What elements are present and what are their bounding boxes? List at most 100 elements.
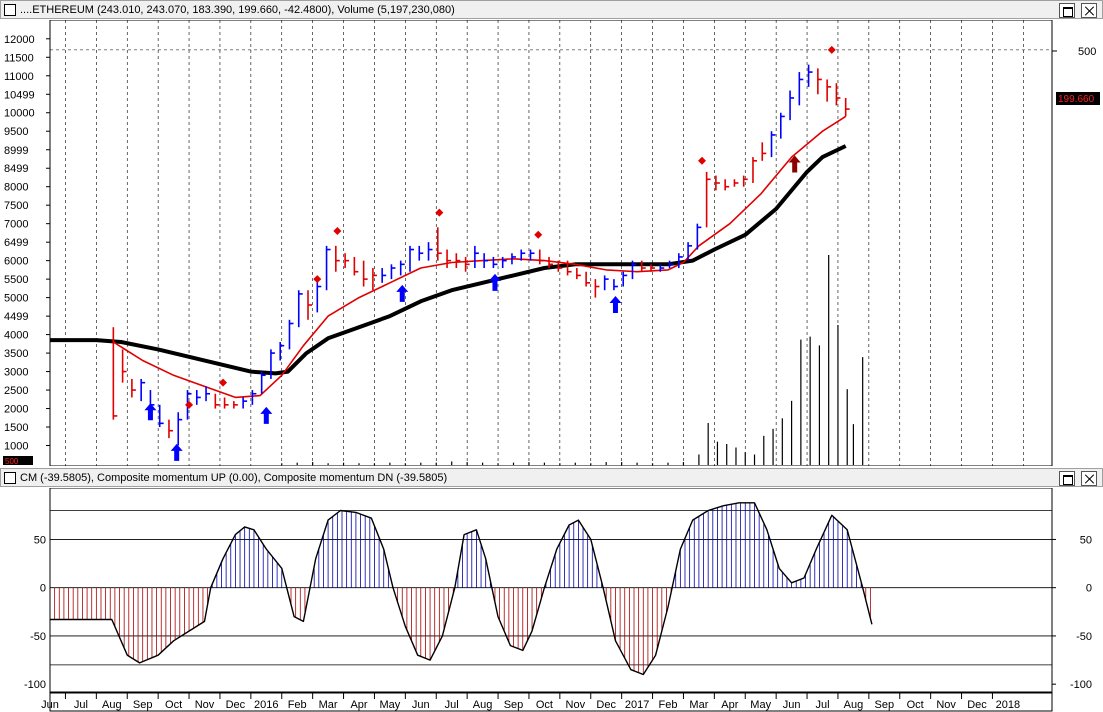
ohlc-bar — [548, 256, 554, 269]
time-axis-strip — [49, 692, 1053, 712]
buy-arrow-marker — [396, 284, 409, 302]
time-axis: Jun Jul Aug Sep Oct Nov Dec 2016 Feb Mar Apr May Jun… — [41, 692, 1053, 712]
ohlc-bar — [242, 397, 248, 409]
ohlc-bar — [260, 371, 266, 394]
price-tick-label: 5000 — [4, 293, 28, 305]
ohlc-bar — [492, 256, 498, 269]
time-tick-label: Jun — [41, 699, 59, 711]
time-tick-label: Mar — [689, 699, 708, 711]
time-tick-label: Jul — [74, 699, 88, 711]
price-tick-label: 1500 — [4, 422, 28, 434]
ohlc-bar — [399, 260, 405, 276]
ohlc-bar — [585, 271, 591, 287]
ohlc-bar — [121, 349, 127, 383]
sell-diamond-marker — [313, 275, 322, 284]
ohlc-bar — [770, 131, 776, 158]
corner-badge — [3, 456, 33, 465]
ohlc-bar — [529, 249, 535, 261]
ohlc-bar — [223, 397, 229, 409]
time-tick-label: Nov — [936, 699, 956, 711]
ohlc-bar — [390, 264, 396, 280]
price-tick-label: 7000 — [4, 219, 28, 231]
momentum-close-button[interactable] — [1081, 471, 1097, 486]
buy-arrow-marker — [788, 155, 801, 173]
signal-markers — [144, 45, 836, 461]
ohlc-bar — [603, 275, 609, 291]
momentum-right-tick: -100 — [1070, 679, 1092, 691]
ohlc-bar — [344, 253, 350, 269]
ohlc-bar — [576, 268, 581, 280]
buy-arrow-marker — [609, 296, 622, 314]
price-pane-title: ....ETHEREUM (243.010, 243.070, 183.390,… — [20, 3, 455, 16]
slow-moving-average — [50, 144, 847, 376]
corner-badge-label: 500 — [5, 457, 19, 466]
price-tick-label: 2500 — [4, 385, 28, 397]
buy-arrow-marker — [144, 403, 157, 421]
volume-axis: 500 199.660 — [1056, 46, 1100, 105]
fast-moving-average — [112, 115, 847, 399]
sell-diamond-marker — [827, 45, 836, 54]
time-tick-label: Sep — [504, 699, 524, 711]
price-tick-label: 9500 — [4, 126, 28, 138]
momentum-pane-header: CM (-39.5805), Composite momentum UP (0.… — [0, 468, 1103, 487]
price-tick-label: 4499 — [4, 311, 28, 323]
ohlc-bar — [779, 112, 785, 139]
price-tick-label: 2000 — [4, 404, 28, 416]
ohlc-bar — [112, 327, 118, 420]
time-tick-label: Dec — [226, 699, 246, 711]
ohlc-bar — [418, 245, 424, 261]
sell-diamond-marker — [219, 378, 228, 387]
momentum-restore-button[interactable] — [1059, 471, 1075, 486]
price-grid — [49, 20, 1053, 466]
ohlc-bar — [316, 279, 322, 313]
ohlc-bar — [177, 412, 183, 446]
time-tick-label: Feb — [288, 699, 307, 711]
price-plot-area — [49, 20, 1053, 466]
price-tick-label: 5500 — [4, 274, 28, 286]
ohlc-bar — [724, 179, 730, 191]
price-tick-label: 8000 — [4, 182, 28, 194]
ohlc-bar — [659, 264, 665, 272]
ohlc-bar — [279, 341, 285, 361]
ohlc-bar — [131, 378, 136, 398]
last-price-label: 199.660 — [1058, 94, 1095, 105]
momentum-curve — [50, 502, 873, 676]
ohlc-bar — [826, 79, 832, 102]
sell-diamond-marker — [435, 208, 444, 217]
ohlc-bar — [557, 260, 563, 272]
ohlc-bar — [455, 253, 461, 269]
ohlc-bar — [678, 253, 683, 269]
price-tick-label: 12000 — [4, 34, 35, 46]
time-tick-label: Nov — [195, 699, 215, 711]
ohlc-bar — [372, 268, 377, 291]
time-tick-label: Feb — [659, 699, 678, 711]
momentum-pane-title: CM (-39.5805), Composite momentum UP (0.… — [20, 471, 448, 484]
ohlc-bar — [752, 157, 757, 183]
ohlc-bar — [214, 393, 220, 409]
price-tick-label: 11000 — [4, 71, 34, 83]
moving-averages — [50, 115, 847, 399]
ohlc-bar — [511, 253, 516, 265]
pane-menu-icon[interactable] — [4, 3, 16, 16]
momentum-menu-icon[interactable] — [4, 471, 16, 484]
ohlc-bars — [112, 64, 850, 446]
restore-button[interactable] — [1059, 3, 1075, 18]
close-button[interactable] — [1081, 3, 1097, 18]
ohlc-bar — [538, 249, 544, 265]
price-tick-label: 4000 — [4, 330, 28, 342]
price-tick-label: 3000 — [4, 367, 28, 379]
momentum-left-tick: -50 — [30, 631, 46, 643]
time-tick-label: Dec — [596, 699, 616, 711]
ohlc-bar — [353, 256, 359, 276]
momentum-right-tick: 50 — [1080, 534, 1092, 546]
time-tick-label: Aug — [844, 699, 864, 711]
momentum-left-tick: 50 — [34, 534, 46, 546]
momentum-right-tick: 0 — [1086, 583, 1092, 595]
ohlc-bar — [622, 271, 628, 287]
sell-diamond-marker — [534, 230, 543, 239]
ohlc-bar — [335, 245, 340, 272]
momentum-left-tick: 0 — [40, 583, 46, 595]
price-tick-label: 1000 — [4, 441, 28, 453]
ohlc-bar — [446, 249, 452, 269]
ohlc-bar — [409, 245, 414, 272]
